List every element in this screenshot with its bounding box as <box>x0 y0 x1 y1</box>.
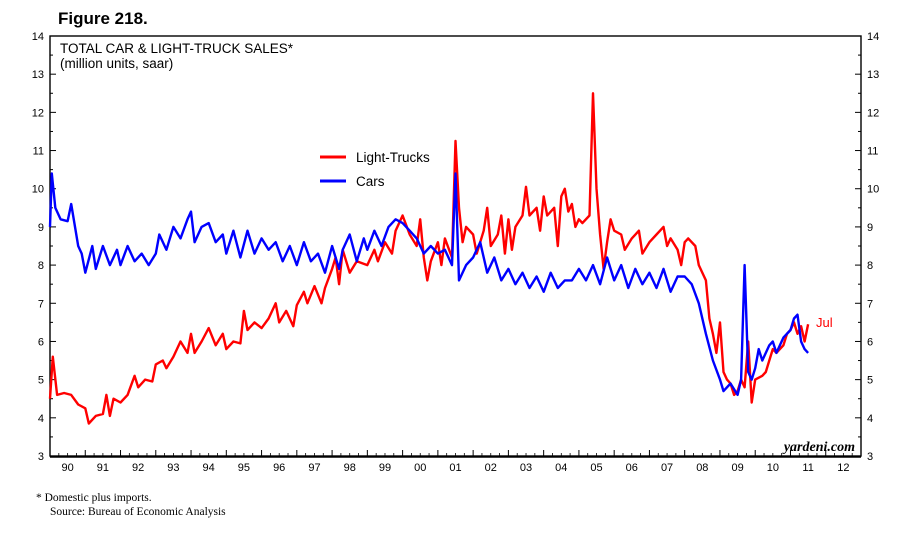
x-tick-label: 94 <box>203 462 215 474</box>
chart-title: TOTAL CAR & LIGHT-TRUCK SALES* <box>60 41 294 56</box>
y-tick-label: 10 <box>32 184 44 196</box>
y-tick-label: 12 <box>32 107 44 119</box>
x-tick-label: 91 <box>97 462 109 474</box>
x-tick-label: 97 <box>308 462 320 474</box>
x-tick-label: 03 <box>520 462 532 474</box>
end-annotation: Jul <box>816 315 833 330</box>
y-tick-label: 11 <box>867 146 878 158</box>
y-tick-label: 4 <box>867 413 873 425</box>
x-tick-label: 98 <box>344 462 356 474</box>
x-tick-label: 12 <box>837 462 849 474</box>
y-tick-label: 3 <box>867 451 873 463</box>
x-tick-label: 11 <box>802 462 813 474</box>
y-tick-label: 5 <box>38 375 44 387</box>
x-tick-label: 09 <box>731 462 743 474</box>
y-tick-label: 9 <box>867 222 873 234</box>
x-tick-label: 93 <box>167 462 179 474</box>
left-axis: 3 4 5 6 7 8 9 10 11 12 13 14 <box>32 31 56 463</box>
x-tick-label: 01 <box>449 462 461 474</box>
x-tick-label: 92 <box>132 462 144 474</box>
y-tick-label: 7 <box>38 298 44 310</box>
y-tick-label: 11 <box>33 146 44 158</box>
y-tick-label: 14 <box>867 31 879 43</box>
y-tick-label: 8 <box>867 260 873 272</box>
x-tick-label: 99 <box>379 462 391 474</box>
x-tick-label: 95 <box>238 462 250 474</box>
y-tick-label: 4 <box>38 413 44 425</box>
y-tick-label: 8 <box>38 260 44 272</box>
y-tick-label: 3 <box>38 451 44 463</box>
x-tick-label: 02 <box>485 462 497 474</box>
legend: Light-Trucks Cars <box>320 150 430 189</box>
right-axis: 3 4 5 6 7 8 9 10 11 12 13 14 <box>855 31 879 463</box>
y-tick-label: 10 <box>867 184 879 196</box>
y-tick-label: 13 <box>867 69 879 81</box>
y-tick-label: 14 <box>32 31 44 43</box>
plot-frame <box>49 35 862 457</box>
x-tick-label: 08 <box>696 462 708 474</box>
legend-label: Light-Trucks <box>356 150 430 165</box>
x-tick-label: 00 <box>414 462 426 474</box>
x-tick-label: 05 <box>590 462 602 474</box>
x-tick-label: 06 <box>626 462 638 474</box>
y-tick-label: 6 <box>867 336 873 348</box>
legend-label: Cars <box>356 174 385 189</box>
chart-subtitle: (million units, saar) <box>60 56 173 71</box>
x-tick-label: 10 <box>767 462 779 474</box>
y-tick-label: 6 <box>38 336 44 348</box>
y-tick-label: 13 <box>32 69 44 81</box>
x-tick-label: 07 <box>661 462 673 474</box>
x-tick-label: 04 <box>555 462 567 474</box>
series-line-cars <box>48 172 809 397</box>
x-axis: 90 91 92 93 94 95 96 97 98 99 00 01 02 03 04 05 06 07 08 09… <box>49 450 861 474</box>
x-tick-label: 90 <box>62 462 74 474</box>
footnote-line: * Domestic plus imports. <box>36 492 152 504</box>
y-tick-label: 9 <box>38 222 44 234</box>
footnote: * Domestic plus imports. Source: Bureau … <box>36 491 226 519</box>
series-lines <box>48 92 810 425</box>
figure-label: Figure 218. <box>58 9 148 28</box>
series-line-light-trucks <box>48 92 810 425</box>
watermark: yardeni.com <box>782 440 855 455</box>
y-tick-label: 5 <box>867 375 873 387</box>
source-line: Source: Bureau of Economic Analysis <box>50 506 226 518</box>
x-tick-label: 96 <box>273 462 285 474</box>
y-tick-label: 7 <box>867 298 873 310</box>
y-tick-label: 12 <box>867 107 879 119</box>
